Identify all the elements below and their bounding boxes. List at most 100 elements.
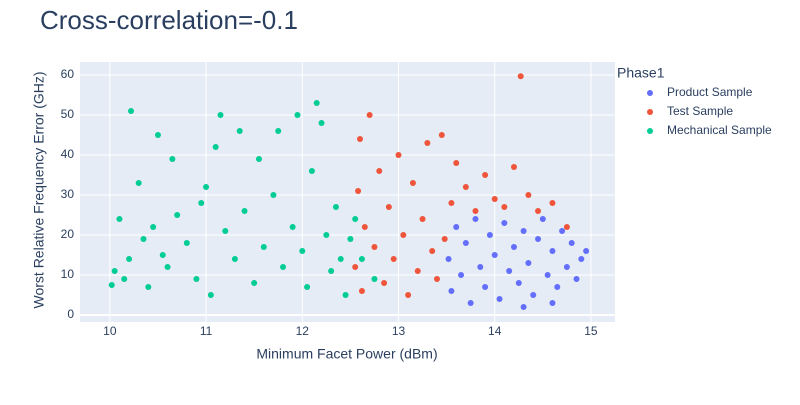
data-point: [573, 276, 580, 282]
data-point: [270, 192, 277, 198]
data-point: [501, 204, 508, 210]
data-point: [482, 172, 489, 178]
data-point: [385, 204, 392, 210]
data-point: [462, 184, 469, 190]
data-point: [453, 160, 460, 166]
data-point: [159, 252, 166, 258]
data-point: [520, 304, 527, 310]
data-point: [376, 168, 383, 174]
data-point: [491, 252, 498, 258]
data-point: [207, 292, 214, 298]
data-point: [174, 212, 181, 218]
data-point: [458, 272, 465, 278]
data-point: [154, 132, 161, 138]
data-point: [108, 282, 115, 288]
data-point: [520, 228, 527, 234]
data-point: [530, 292, 537, 298]
x-tick-label: 15: [584, 324, 598, 338]
data-point: [482, 284, 489, 290]
data-point: [510, 244, 517, 250]
data-point: [525, 192, 532, 198]
data-point: [486, 232, 493, 238]
data-point: [438, 132, 445, 138]
data-point: [381, 280, 388, 286]
data-point: [405, 292, 412, 298]
x-axis-title: Minimum Facet Power (dBm): [256, 346, 437, 362]
data-point: [352, 216, 359, 222]
data-point: [448, 288, 455, 294]
legend-marker: [647, 109, 653, 115]
data-point: [445, 256, 452, 262]
y-tick-label: 40: [61, 147, 75, 161]
y-tick-label: 60: [61, 67, 75, 81]
data-point: [198, 200, 205, 206]
data-point: [433, 276, 440, 282]
data-point: [419, 216, 426, 222]
data-point: [222, 228, 229, 234]
data-point: [462, 240, 469, 246]
data-point: [535, 236, 542, 242]
data-point: [275, 128, 282, 134]
data-point: [328, 268, 335, 274]
y-tick-label: 20: [61, 227, 75, 241]
data-point: [390, 256, 397, 262]
data-point: [337, 256, 344, 262]
data-point: [111, 268, 118, 274]
data-point: [549, 248, 556, 254]
data-point: [358, 256, 365, 262]
data-point: [525, 260, 532, 266]
data-point: [145, 284, 152, 290]
plot-area: [80, 62, 615, 322]
data-point: [231, 256, 238, 262]
chart-title: Cross-correlation=-0.1: [40, 5, 298, 35]
data-point: [510, 164, 517, 170]
data-point: [289, 224, 296, 230]
data-point: [332, 204, 339, 210]
data-point: [583, 248, 590, 254]
data-point: [472, 216, 479, 222]
legend-title: Phase1: [617, 65, 665, 81]
y-tick-label: 30: [61, 187, 75, 201]
data-point: [255, 156, 262, 162]
data-point: [304, 284, 311, 290]
data-point: [554, 284, 561, 290]
data-point: [358, 288, 365, 294]
data-point: [318, 120, 325, 126]
data-point: [193, 276, 200, 282]
data-point: [169, 156, 176, 162]
data-point: [241, 208, 248, 214]
data-point: [544, 272, 551, 278]
data-point: [424, 140, 431, 146]
data-point: [299, 248, 306, 254]
data-point: [217, 112, 224, 118]
data-point: [294, 112, 301, 118]
data-point: [280, 264, 287, 270]
data-point: [491, 196, 498, 202]
data-point: [515, 280, 522, 286]
data-point: [539, 216, 546, 222]
x-tick-label: 10: [103, 324, 117, 338]
data-point: [352, 264, 359, 270]
x-tick-label: 14: [488, 324, 502, 338]
data-point: [506, 268, 513, 274]
data-point: [150, 224, 157, 230]
data-point: [308, 168, 315, 174]
data-point: [549, 300, 556, 306]
data-point: [164, 264, 171, 270]
data-point: [453, 224, 460, 230]
y-tick-label: 50: [61, 107, 75, 121]
data-point: [357, 136, 364, 142]
data-point: [414, 268, 421, 274]
data-point: [323, 232, 330, 238]
data-point: [395, 152, 402, 158]
x-tick-label: 13: [392, 324, 406, 338]
legend-label: Product Sample: [667, 85, 753, 99]
legend-marker: [647, 90, 653, 96]
y-tick-label: 10: [61, 267, 75, 281]
data-point: [501, 220, 508, 226]
data-point: [400, 232, 407, 238]
y-axis-title: Worst Relative Frequency Error (GHz): [31, 71, 47, 308]
data-point: [477, 264, 484, 270]
data-point: [127, 108, 134, 114]
